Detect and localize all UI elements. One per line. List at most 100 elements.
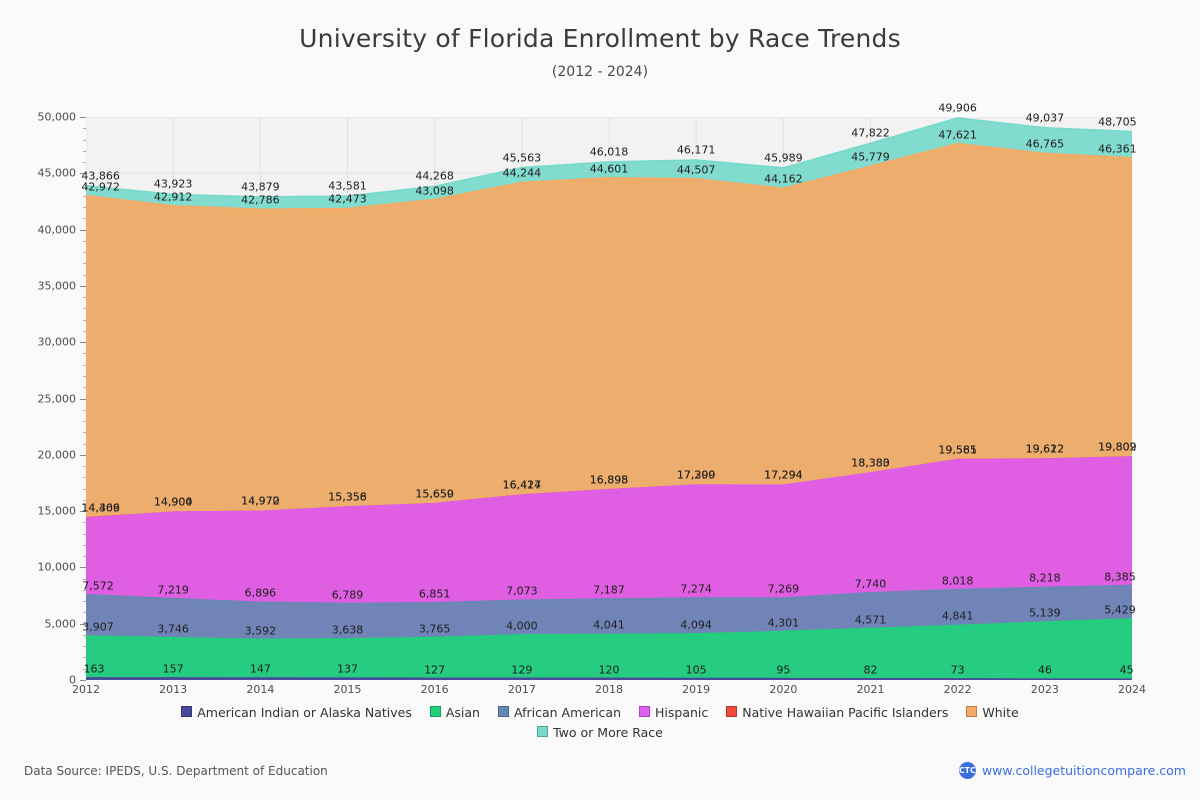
ctc-logo-icon: CTC: [959, 762, 976, 779]
y-axis-tick-label: 15,000: [37, 504, 77, 518]
y-axis-minor-tick: [83, 409, 86, 411]
legend-swatch-icon: [497, 706, 509, 717]
y-axis-tick-mark: [80, 623, 86, 625]
y-axis-minor-tick: [83, 184, 86, 186]
legend-label: Hispanic: [655, 705, 709, 720]
y-axis-minor-tick: [83, 556, 86, 558]
y-axis-minor-tick: [83, 319, 86, 321]
legend-row: American Indian or Alaska Natives Asian Af…: [0, 702, 1200, 722]
y-axis-minor-tick: [83, 263, 86, 265]
y-axis-tick-label: 45,000: [37, 166, 77, 180]
y-axis-minor-tick: [83, 421, 86, 423]
y-axis-minor-tick: [83, 601, 86, 603]
y-axis-tick-mark: [80, 511, 86, 513]
legend-swatch-icon: [181, 706, 193, 717]
y-axis-tick-mark: [80, 398, 86, 400]
legend-swatch-icon: [429, 706, 441, 717]
y-axis-tick-label: 30,000: [37, 335, 77, 349]
y-axis-minor-tick: [83, 162, 86, 164]
y-axis-minor-tick: [83, 375, 86, 377]
y-axis-tick-mark: [80, 567, 86, 569]
legend-item[interactable]: Asian: [429, 703, 480, 722]
y-axis-minor-tick: [83, 139, 86, 141]
y-axis-minor-tick: [83, 252, 86, 254]
legend-item[interactable]: Native Hawaiian Pacific Islanders: [726, 703, 948, 722]
y-axis-tick-label: 40,000: [37, 223, 77, 237]
y-axis-minor-tick: [83, 274, 86, 276]
y-axis-tick-label: 25,000: [37, 392, 77, 405]
legend-swatch-icon: [639, 706, 651, 717]
x-axis-tick-label: 2012: [72, 683, 100, 696]
y-axis: 0 5,000 10,000 15,000 20,000 25,000 30,000 35,0…: [0, 111, 86, 687]
y-axis-minor-tick: [83, 522, 86, 524]
y-axis-minor-tick: [83, 353, 86, 355]
y-axis-tick-mark: [80, 454, 86, 456]
y-axis-tick-mark: [80, 342, 86, 344]
legend-item[interactable]: Two or More Race: [537, 723, 663, 742]
y-axis-tick-mark: [80, 285, 86, 287]
x-axis-tick-label: 2021: [856, 683, 885, 696]
y-axis-minor-tick: [83, 297, 86, 299]
y-axis-tick-label: 20,000: [37, 448, 77, 462]
brand-footer[interactable]: CTC www.collegetuitioncompare.com: [959, 762, 1186, 779]
y-axis-tick-label: 10,000: [37, 560, 77, 574]
x-axis: 2012 2013 2014 2015 2016 2017 2018 2019 2020 2021…: [72, 683, 1146, 703]
y-axis-tick-mark: [80, 173, 86, 175]
x-axis-tick-label: 2024: [1118, 683, 1146, 696]
y-axis-minor-tick: [83, 432, 86, 434]
y-axis-minor-tick: [83, 218, 86, 220]
x-axis-tick-label: 2014: [246, 683, 275, 696]
x-axis-tick-label: 2016: [420, 683, 449, 696]
legend-item[interactable]: White: [966, 703, 1019, 722]
y-axis-tick-mark: [80, 680, 86, 681]
y-axis-minor-tick: [83, 477, 86, 479]
legend-swatch-icon: [966, 706, 978, 717]
y-axis-minor-tick: [83, 364, 86, 366]
y-axis-minor-tick: [83, 150, 86, 152]
x-axis-tick-label: 2020: [769, 683, 798, 696]
data-point-label: 49,906: [938, 101, 977, 115]
stacked-area-plot: [86, 117, 1132, 680]
y-axis-tick-label: 5,000: [44, 617, 77, 631]
y-axis-minor-tick: [83, 612, 86, 614]
brand-url-link[interactable]: www.collegetuitioncompare.com: [981, 763, 1186, 778]
legend-item[interactable]: American Indian or Alaska Natives: [181, 703, 412, 722]
legend-row: Two or More Race: [0, 722, 1200, 742]
y-axis-minor-tick: [83, 544, 86, 546]
y-axis-minor-tick: [83, 466, 86, 468]
x-axis-tick-label: 2015: [333, 683, 362, 696]
y-axis-tick-label: 0: [69, 673, 76, 687]
y-axis-minor-tick: [83, 443, 86, 445]
y-axis-minor-tick: [83, 488, 86, 490]
legend-label: Asian: [445, 705, 480, 720]
y-axis-minor-tick: [83, 634, 86, 636]
y-axis-minor-tick: [83, 533, 86, 535]
legend-swatch-icon: [726, 706, 738, 717]
legend-label: Native Hawaiian Pacific Islanders: [742, 705, 949, 720]
x-axis-tick-label: 2013: [159, 683, 188, 696]
chart-legend: American Indian or Alaska Natives Asian Af…: [0, 702, 1200, 742]
y-axis-tick-label: 35,000: [37, 279, 77, 293]
legend-label: American Indian or Alaska Natives: [197, 705, 412, 720]
chart-title: University of Florida Enrollment by Race…: [299, 24, 901, 53]
legend-item[interactable]: African American: [497, 703, 622, 722]
y-axis-tick-mark: [80, 117, 86, 118]
y-axis-minor-tick: [83, 128, 86, 130]
y-axis-tick-mark: [80, 229, 86, 231]
x-axis-tick-label: 2022: [943, 683, 972, 696]
legend-item[interactable]: Hispanic: [639, 703, 708, 722]
legend-label: African American: [513, 705, 622, 720]
y-axis-tick-label: 50,000: [37, 110, 77, 124]
legend-swatch-icon: [537, 726, 549, 737]
x-axis-tick-label: 2017: [507, 683, 536, 696]
y-axis-minor-tick: [83, 308, 86, 310]
y-axis-minor-tick: [83, 589, 86, 591]
y-axis-minor-tick: [83, 499, 86, 501]
y-axis-minor-tick: [83, 387, 86, 389]
x-axis-tick-label: 2019: [682, 683, 711, 696]
legend-label: Two or More Race: [553, 725, 663, 740]
y-axis-minor-tick: [83, 668, 86, 670]
x-axis-tick-label: 2023: [1030, 683, 1059, 696]
y-axis-minor-tick: [83, 578, 86, 580]
